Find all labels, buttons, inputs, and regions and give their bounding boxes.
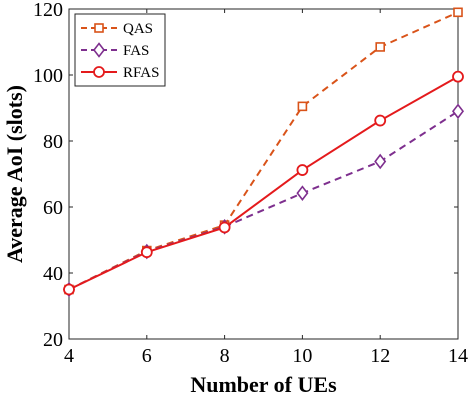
data-point-qas — [375, 42, 386, 52]
legend-label-fas: FAS — [123, 43, 149, 59]
y-tick-label: 40 — [43, 263, 63, 285]
data-point-rfas — [63, 283, 75, 296]
data-point-rfas — [296, 164, 309, 176]
y-tick-label: 120 — [33, 0, 63, 21]
legend-box — [74, 13, 166, 87]
data-point-rfas — [452, 70, 464, 83]
x-tick-label: 6 — [142, 345, 152, 367]
data-point-fas — [451, 103, 465, 120]
legend-label-rfas: RFAS — [123, 65, 159, 81]
x-tick-label: 10 — [292, 345, 312, 367]
y-tick-label: 60 — [43, 197, 63, 219]
y-axis-label: Average AoI (slots) — [2, 85, 27, 263]
series-lines — [68, 11, 459, 291]
y-tick-label: 100 — [33, 65, 63, 87]
legend-marker-fas — [92, 42, 106, 58]
legend: QAS FAS RFAS — [74, 13, 166, 87]
x-tick-label: 12 — [370, 345, 390, 367]
legend-label-qas: QAS — [123, 21, 153, 37]
data-point-rfas — [218, 221, 231, 234]
data-point-qas — [453, 7, 463, 18]
legend-marker-rfas — [93, 66, 105, 78]
data-point-fas — [296, 185, 309, 201]
x-axis-label: Number of UEs — [190, 372, 337, 397]
axis-ticks: 4 6 8 10 12 14 20 40 60 80 100 120 — [33, 0, 468, 367]
data-point-rfas — [374, 114, 387, 127]
data-point-rfas — [140, 246, 153, 259]
y-tick-label: 20 — [43, 329, 63, 351]
x-tick-label: 8 — [220, 345, 230, 367]
series-line-rfas — [68, 75, 459, 291]
y-tick-label: 80 — [43, 131, 63, 153]
data-point-fas — [374, 153, 387, 170]
x-tick-label: 4 — [64, 345, 74, 367]
series-markers — [62, 7, 465, 298]
legend-marker-qas — [94, 23, 104, 33]
data-point-qas — [297, 101, 308, 112]
x-tick-label: 14 — [448, 345, 468, 367]
